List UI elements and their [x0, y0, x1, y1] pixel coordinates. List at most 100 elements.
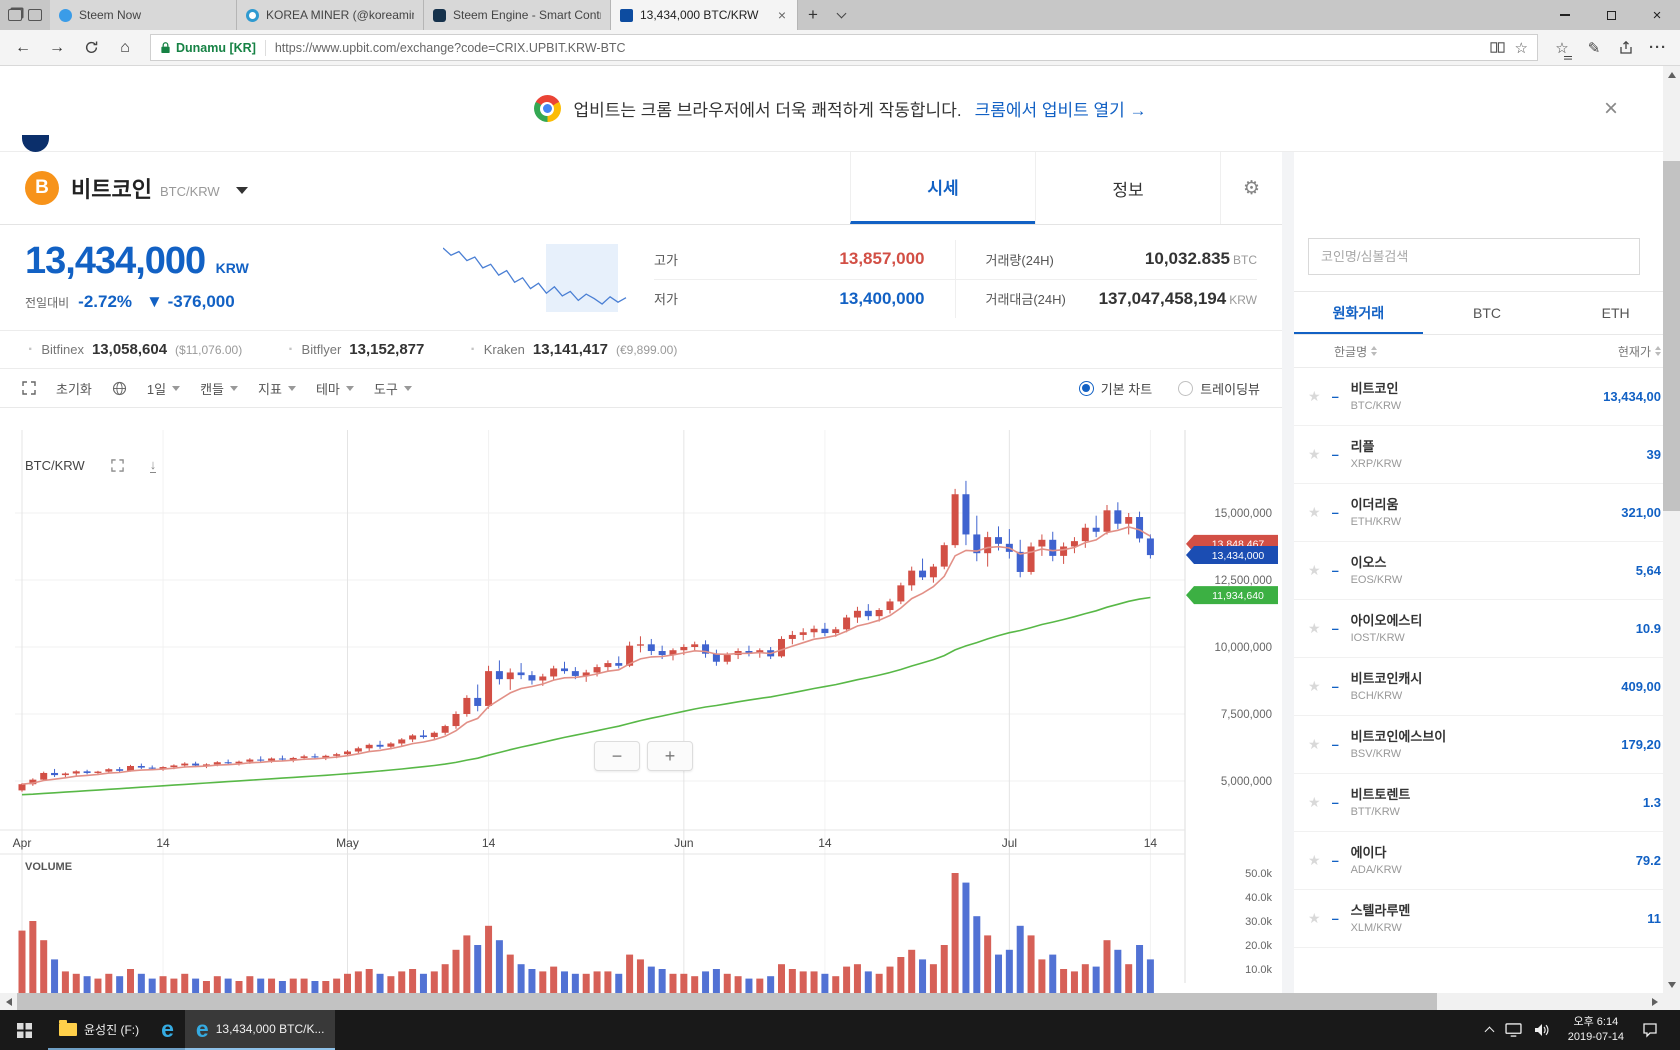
price-tag-ma-long: [1186, 586, 1278, 605]
coin-list-row[interactable]: ★ – 에이다 ADA/KRW 79.2: [1294, 832, 1680, 890]
basic-chart-radio[interactable]: 기본 차트: [1078, 379, 1152, 398]
show-tab-previews-button[interactable]: [828, 0, 854, 30]
currency-label: KRW: [215, 260, 249, 276]
download-chart-icon[interactable]: ↓: [149, 457, 157, 473]
start-button[interactable]: [0, 1010, 48, 1050]
open-in-chrome-link[interactable]: 크롬에서 업비트 열기 →: [974, 101, 1147, 120]
network-icon[interactable]: [1505, 1023, 1522, 1037]
close-button[interactable]: ×: [1634, 0, 1680, 30]
favorite-star-icon[interactable]: ★: [1308, 388, 1321, 404]
tradingview-radio[interactable]: 트레이딩뷰: [1178, 379, 1260, 398]
horizontal-scrollbar-thumb[interactable]: [17, 993, 1437, 1010]
market-tab-BTC[interactable]: BTC: [1473, 305, 1501, 321]
more-actions-button[interactable]: ···: [1649, 39, 1667, 56]
hidden-icons-chevron-icon[interactable]: [1484, 1026, 1495, 1037]
fullscreen-icon[interactable]: [110, 459, 124, 472]
browser-tab[interactable]: Steem Now: [50, 0, 237, 30]
market-tab-원화거래[interactable]: 원화거래: [1294, 292, 1423, 334]
volume-icon[interactable]: [1534, 1023, 1550, 1037]
reading-view-icon[interactable]: [1489, 41, 1505, 54]
market-tab-ETH[interactable]: ETH: [1601, 305, 1630, 321]
tabs-set-aside-icon[interactable]: [8, 9, 22, 21]
tab-info[interactable]: 정보: [1035, 152, 1220, 224]
vertical-scrollbar[interactable]: [1663, 66, 1680, 993]
chart-menu-dropdown[interactable]: 도구: [374, 379, 412, 398]
favorite-star-icon[interactable]: ★: [1308, 736, 1321, 752]
favorite-star-icon[interactable]: ★: [1308, 852, 1321, 868]
hub-favorites-button[interactable]: ☆: [1546, 32, 1578, 64]
coin-search-input[interactable]: [1309, 249, 1639, 264]
coin-select-caret-icon[interactable]: [235, 186, 248, 194]
scroll-right-arrow[interactable]: [1646, 993, 1663, 1010]
add-favorite-star-icon[interactable]: ☆: [1514, 39, 1528, 57]
scroll-up-arrow[interactable]: [1663, 66, 1680, 83]
web-note-button[interactable]: ✎: [1578, 32, 1610, 64]
sort-by-price[interactable]: 현재가: [1618, 343, 1661, 360]
tab-title: 13,434,000 BTC/KRW: [640, 8, 759, 22]
globe-button[interactable]: [112, 381, 127, 396]
share-button[interactable]: [1610, 32, 1642, 64]
browser-tab[interactable]: KOREA MINER (@koreamin...: [237, 0, 424, 30]
taskbar-item[interactable]: 윤성진 (F:): [48, 1010, 151, 1050]
banner-close-button[interactable]: ×: [1603, 94, 1618, 122]
coin-list-row[interactable]: ★ – 비트코인 BTC/KRW 13,434,00: [1294, 368, 1680, 426]
favorite-star-icon[interactable]: ★: [1308, 504, 1321, 520]
horizontal-scrollbar[interactable]: [0, 993, 1663, 1010]
taskbar-item[interactable]: e 13,434,000 BTC/K...: [184, 1010, 336, 1050]
address-bar[interactable]: Dunamu [KR] https://www.upbit.com/exchan…: [150, 34, 1538, 61]
taskbar-item[interactable]: e: [150, 1010, 185, 1050]
browser-tabs: Steem Now KOREA MINER (@koreamin... Steem …: [50, 0, 798, 30]
coin-pair: ETH/KRW: [1350, 515, 1402, 528]
coin-list-row[interactable]: ★ – 비트토렌트 BTT/KRW 1.3: [1294, 774, 1680, 832]
svg-text:50.0k: 50.0k: [1245, 868, 1272, 880]
favorite-star-icon[interactable]: ★: [1308, 910, 1321, 926]
vertical-scrollbar-thumb[interactable]: [1663, 161, 1680, 511]
site-identity[interactable]: Dunamu [KR]: [160, 41, 256, 55]
tab-close-button[interactable]: ×: [777, 7, 786, 23]
coin-price: 11: [1647, 911, 1661, 926]
favorite-star-icon[interactable]: ★: [1308, 678, 1321, 694]
zoom-out-button[interactable]: −: [594, 741, 640, 771]
minimize-button[interactable]: [1542, 0, 1588, 30]
coin-list-row[interactable]: ★ – 스텔라루멘 XLM/KRW 11: [1294, 890, 1680, 948]
reset-chart-button[interactable]: 초기화: [56, 381, 92, 397]
scroll-left-arrow[interactable]: [0, 993, 17, 1010]
coin-list-row[interactable]: ★ – 아이오에스티 IOST/KRW 10.9: [1294, 600, 1680, 658]
home-button[interactable]: ⌂: [120, 38, 130, 56]
coin-list-row[interactable]: ★ – 비트코인에스브이 BSV/KRW 179,20: [1294, 716, 1680, 774]
tab-price[interactable]: 시세: [850, 152, 1035, 224]
coin-list-row[interactable]: ★ – 이더리움 ETH/KRW 321,00: [1294, 484, 1680, 542]
new-tab-button[interactable]: +: [808, 5, 818, 24]
chart-menu-dropdown[interactable]: 지표: [258, 379, 296, 398]
maximize-button[interactable]: [1588, 0, 1634, 30]
sort-by-name[interactable]: 한글명: [1334, 343, 1377, 360]
chart-menu-dropdown[interactable]: 1일: [147, 379, 181, 398]
maximize-icon: [1606, 10, 1616, 20]
coin-list-row[interactable]: ★ – 비트코인캐시 BCH/KRW 409,00: [1294, 658, 1680, 716]
browser-tab[interactable]: 13,434,000 BTC/KRW ×: [611, 0, 798, 30]
expand-chart-button[interactable]: [22, 381, 36, 395]
chart-menu-dropdown[interactable]: 테마: [316, 379, 354, 398]
bullet-icon: ·: [28, 340, 34, 358]
scroll-down-arrow[interactable]: [1663, 976, 1680, 993]
zoom-in-button[interactable]: +: [647, 741, 693, 771]
browser-tab[interactable]: Steem Engine - Smart Contr...: [424, 0, 611, 30]
coin-list-row[interactable]: ★ – 리플 XRP/KRW 39: [1294, 426, 1680, 484]
coin-name: 비트코인: [1350, 381, 1399, 397]
chart-menu-dropdown[interactable]: 캔들: [200, 379, 239, 398]
forward-button[interactable]: →: [49, 38, 65, 56]
favorite-star-icon[interactable]: ★: [1308, 446, 1321, 462]
chart-canvas[interactable]: 15,000,000 12,500,000 10,000,000 7,500,000 5…: [0, 408, 1280, 993]
candlestick-chart-area[interactable]: 15,000,000 12,500,000 10,000,000 7,500,000 5…: [0, 408, 1282, 993]
refresh-button[interactable]: [74, 32, 108, 64]
back-button[interactable]: ←: [15, 38, 31, 56]
tab-preview-icon[interactable]: [28, 9, 42, 21]
taskbar-clock[interactable]: 오후 6:14 2019-07-14: [1562, 1015, 1630, 1045]
settings-button[interactable]: ⚙: [1220, 152, 1282, 224]
action-center-icon[interactable]: [1642, 1022, 1658, 1038]
favorite-star-icon[interactable]: ★: [1308, 794, 1321, 810]
favorite-star-icon[interactable]: ★: [1308, 620, 1321, 636]
tab-title: Steem Engine - Smart Contr...: [453, 8, 601, 22]
coin-list-row[interactable]: ★ – 이오스 EOS/KRW 5,64: [1294, 542, 1680, 600]
favorite-star-icon[interactable]: ★: [1308, 562, 1321, 578]
